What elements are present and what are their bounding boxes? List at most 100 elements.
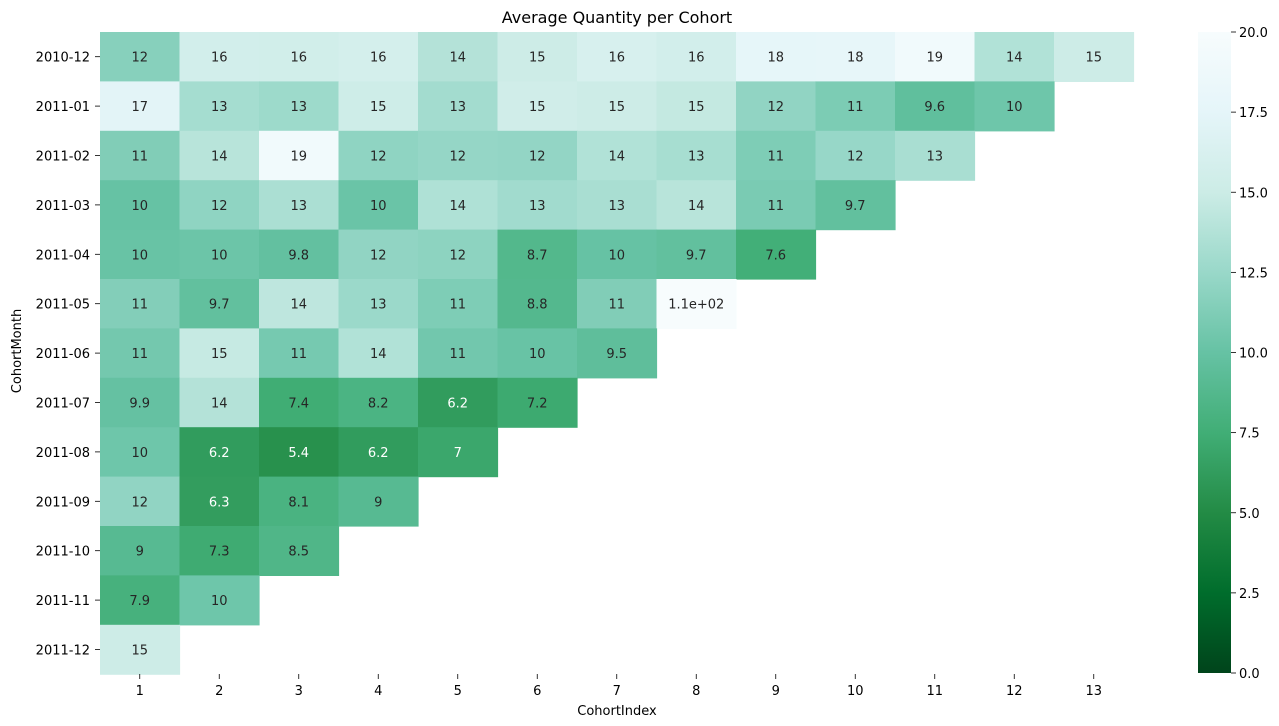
- y-tick-label: 2011-03: [36, 199, 90, 214]
- heatmap-cell: [974, 32, 1055, 82]
- heatmap-cell: [179, 427, 260, 478]
- heatmap-cell: [259, 427, 340, 478]
- x-tick-label: 4: [374, 684, 382, 699]
- heatmap-cell: [100, 81, 181, 132]
- heatmap-cell-label: 13: [608, 199, 625, 214]
- heatmap-cell-label: 8.8: [527, 298, 548, 313]
- heatmap-cell: [656, 81, 737, 132]
- heatmap-cell-label: 11: [767, 199, 784, 214]
- heatmap-cell-label: 18: [847, 51, 864, 66]
- heatmap-cell-label: 14: [370, 347, 387, 362]
- heatmap-cell: [656, 180, 737, 231]
- heatmap-cell-label: 7.2: [527, 397, 548, 412]
- y-tick-label: 2011-07: [36, 397, 90, 412]
- heatmap-cell: [179, 130, 260, 181]
- heatmap-cell-label: 12: [449, 248, 466, 263]
- heatmap-cell: [815, 81, 896, 132]
- heatmap-cell-label: 7.9: [129, 594, 150, 609]
- heatmap-cell: [179, 81, 260, 132]
- heatmap-cell-label: 15: [370, 100, 387, 115]
- heatmap-cell-label: 19: [290, 150, 307, 165]
- x-axis-ticks: 1 2 3 4 5 6 7 8 9 10 11 12 13: [136, 674, 1102, 699]
- heatmap-cell: [259, 377, 340, 428]
- colorbar-tick-label: 0.0: [1239, 667, 1260, 682]
- heatmap-cell: [100, 526, 181, 576]
- heatmap-cell: [338, 427, 419, 478]
- heatmap-cell: [179, 180, 260, 231]
- heatmap-cell: [338, 328, 419, 379]
- heatmap-cell-label: 8.2: [368, 397, 389, 412]
- heatmap-cell: [1054, 32, 1135, 82]
- heatmap-cell-label: 9: [374, 495, 382, 510]
- heatmap-cell-label: 10: [529, 347, 546, 362]
- heatmap-cell-label: 16: [608, 51, 625, 66]
- heatmap-cell: [100, 476, 181, 527]
- y-tick-label: 2011-10: [36, 545, 90, 560]
- heatmap-cell-label: 16: [290, 51, 307, 66]
- heatmap-cell-label: 11: [608, 298, 625, 313]
- heatmap-cell: [736, 229, 817, 280]
- x-tick-label: 11: [926, 684, 943, 699]
- heatmap-cell: [497, 32, 578, 82]
- x-tick-label: 2: [215, 684, 223, 699]
- heatmap-cell-label: 12: [767, 100, 784, 115]
- heatmap-cell-label: 15: [608, 100, 625, 115]
- heatmap-cell-label: 12: [449, 150, 466, 165]
- heatmap-cell: [179, 32, 260, 82]
- heatmap-cell: [179, 575, 260, 626]
- colorbar-gradient: [1198, 32, 1231, 673]
- heatmap-cell-label: 13: [370, 298, 387, 313]
- heatmap-cell: [259, 81, 340, 132]
- heatmap-cell: [497, 229, 578, 280]
- heatmap-cell-label: 12: [370, 248, 387, 263]
- heatmap-cell: [100, 180, 181, 231]
- heatmap-cell-label: 16: [370, 51, 387, 66]
- heatmap-cell-label: 14: [211, 150, 228, 165]
- heatmap-cell-label: 11: [131, 150, 148, 165]
- heatmap-cell-label: 6.2: [447, 397, 468, 412]
- heatmap-cell-label: 14: [449, 199, 466, 214]
- heatmap-cell: [259, 130, 340, 181]
- heatmap-cell-label: 6.2: [368, 446, 389, 461]
- x-tick-label: 1: [136, 684, 144, 699]
- heatmap-cell: [895, 32, 976, 82]
- heatmap-cell: [100, 229, 181, 280]
- heatmap-cell: [497, 130, 578, 181]
- heatmap-cell: [736, 130, 817, 181]
- heatmap-cell: [100, 427, 181, 478]
- x-tick-label: 5: [454, 684, 462, 699]
- heatmap-cell-label: 15: [1085, 51, 1102, 66]
- x-tick-label: 12: [1006, 684, 1023, 699]
- heatmap-cell-label: 14: [449, 51, 466, 66]
- heatmap-cell-label: 9.9: [129, 397, 150, 412]
- heatmap-cell: [815, 32, 896, 82]
- y-tick-label: 2011-12: [36, 644, 90, 659]
- colorbar-tick-label: 2.5: [1239, 587, 1260, 602]
- heatmap-cell: [418, 328, 499, 379]
- heatmap-cell-label: 10: [370, 199, 387, 214]
- heatmap-cell: [577, 229, 658, 280]
- heatmap-cell-label: 6.3: [209, 495, 230, 510]
- heatmap-cell: [259, 476, 340, 527]
- heatmap-cell: [656, 229, 737, 280]
- heatmap-cell-label: 14: [1006, 51, 1023, 66]
- heatmap-cell-label: 12: [370, 150, 387, 165]
- heatmap-cell: [338, 476, 419, 527]
- heatmap-cell: [100, 279, 181, 329]
- y-tick-label: 2011-01: [36, 100, 90, 115]
- heatmap-cell-label: 11: [449, 298, 466, 313]
- y-tick-label: 2011-11: [36, 594, 90, 609]
- heatmap-cell: [497, 377, 578, 428]
- heatmap-cell: [338, 377, 419, 428]
- heatmap-cell: [577, 328, 658, 379]
- y-tick-label: 2011-04: [36, 248, 90, 263]
- heatmap-cell: [656, 32, 737, 82]
- y-tick-label: 2011-02: [36, 150, 90, 165]
- heatmap-cell-label: 10: [131, 199, 148, 214]
- heatmap-cell: [259, 328, 340, 379]
- heatmap-cell-label: 10: [211, 594, 228, 609]
- heatmap-cell: [338, 81, 419, 132]
- chart-title: Average Quantity per Cohort: [502, 8, 732, 27]
- x-tick-label: 9: [772, 684, 780, 699]
